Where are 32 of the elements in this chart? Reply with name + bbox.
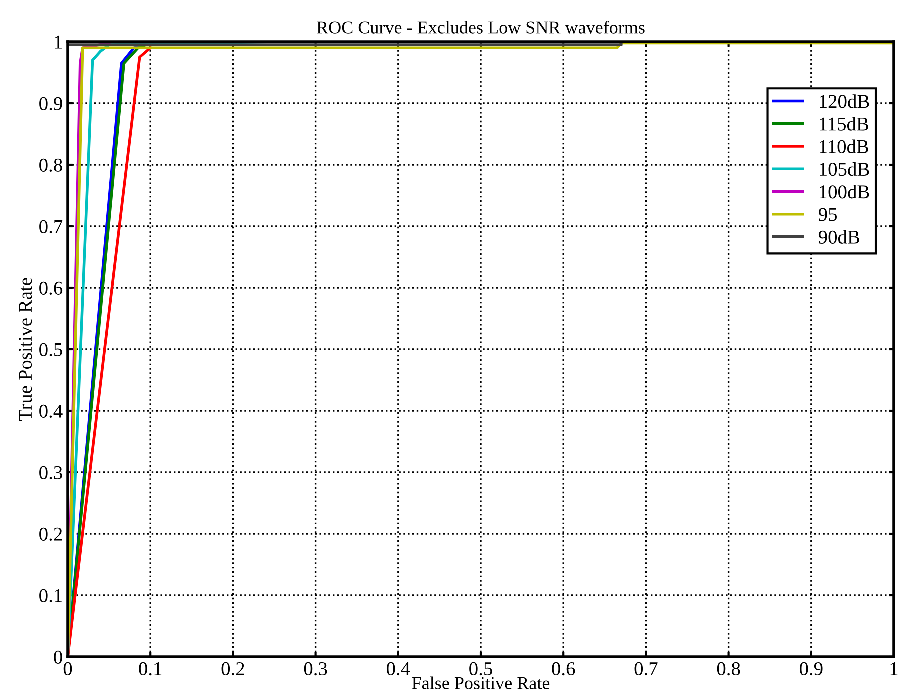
x-tick-label: 0.5 bbox=[470, 662, 492, 676]
legend-label: 95 bbox=[818, 208, 838, 222]
legend-label: 90dB bbox=[818, 230, 860, 244]
x-tick-label: 0.2 bbox=[222, 662, 244, 676]
y-tick-label: 0 bbox=[54, 650, 62, 664]
x-tick-label: 0.9 bbox=[800, 662, 823, 676]
x-tick-label: 0.4 bbox=[386, 662, 410, 676]
x-tick-label: 0.8 bbox=[717, 662, 740, 676]
legend-label: 105dB bbox=[820, 162, 870, 176]
x-tick-label: 1 bbox=[890, 662, 898, 676]
legend-label: 110dB bbox=[820, 140, 869, 154]
y-tick-label: 0.4 bbox=[40, 404, 63, 418]
x-tick-label: 0 bbox=[64, 662, 72, 676]
x-tick-label: 0.6 bbox=[552, 662, 576, 676]
y-tick-label: 1 bbox=[55, 36, 62, 49]
y-tick-label: 0.8 bbox=[40, 158, 62, 172]
y-tick-label: 0.1 bbox=[40, 589, 62, 603]
y-tick-label: 0.7 bbox=[40, 220, 63, 234]
x-tick-label: 0.1 bbox=[139, 662, 162, 676]
legend-label: 100dB bbox=[820, 185, 870, 199]
y-tick-label: 0.5 bbox=[40, 343, 62, 357]
y-tick-label: 0.2 bbox=[40, 528, 62, 542]
y-tick-label: 0.6 bbox=[40, 282, 63, 296]
legend-label: 115dB bbox=[820, 117, 869, 131]
y-tick-label: 0.3 bbox=[40, 466, 62, 480]
y-axis-title: True Positive Rate bbox=[19, 278, 32, 422]
legend-label: 120dB bbox=[820, 94, 870, 108]
y-tick-label: 0.9 bbox=[40, 97, 62, 111]
x-tick-label: 0.7 bbox=[634, 662, 658, 676]
x-axis-title: False Positive Rate bbox=[412, 676, 550, 690]
x-tick-label: 0.3 bbox=[304, 662, 328, 676]
chart-title: ROC Curve - Excludes Low SNR waveforms bbox=[317, 20, 645, 34]
